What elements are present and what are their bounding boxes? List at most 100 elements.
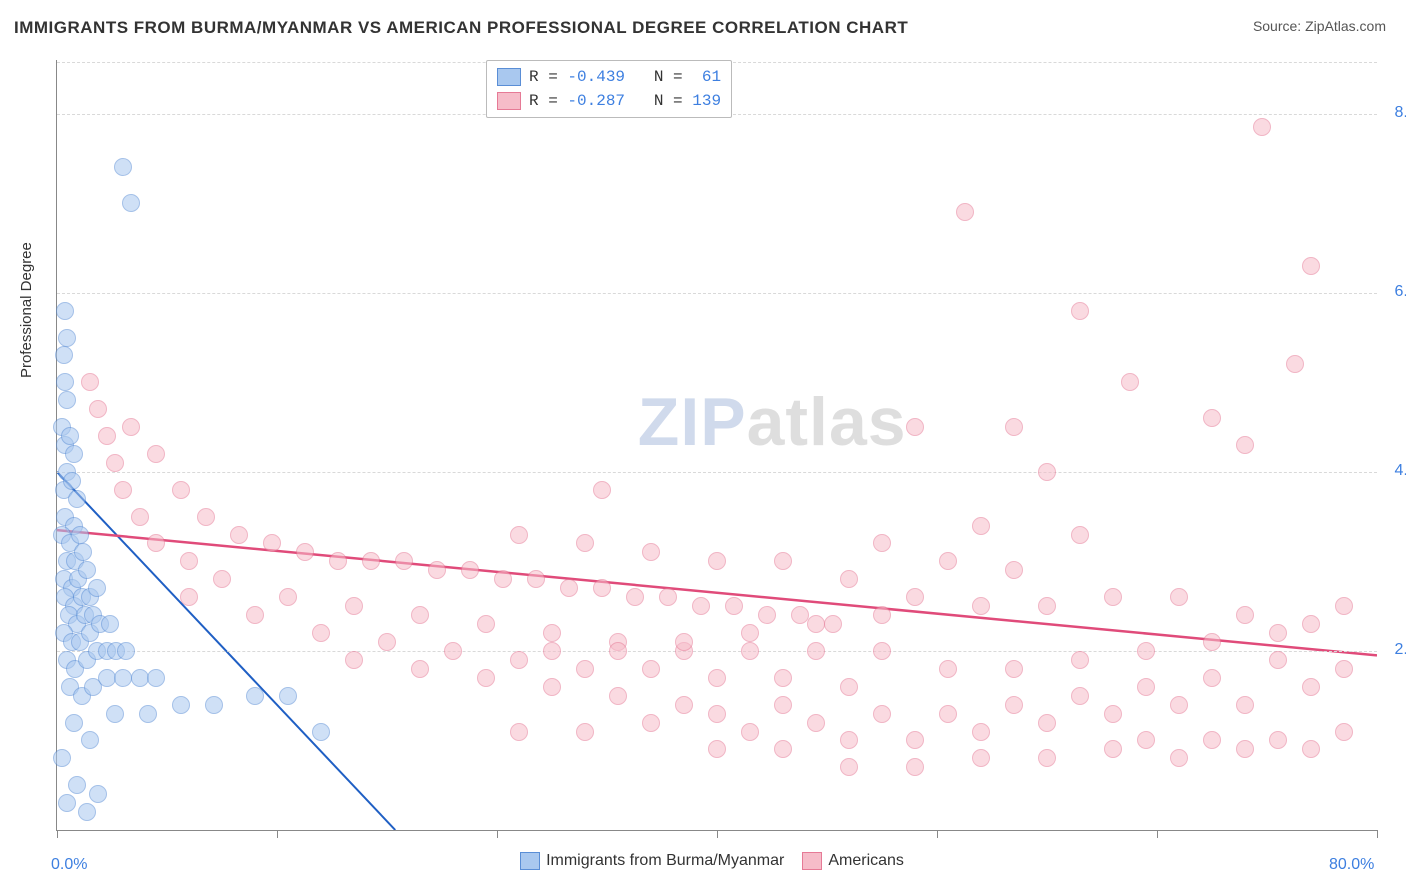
data-point[interactable] [1137,678,1155,696]
data-point[interactable] [708,705,726,723]
data-point[interactable] [510,651,528,669]
data-point[interactable] [296,543,314,561]
data-point[interactable] [807,642,825,660]
data-point[interactable] [411,660,429,678]
data-point[interactable] [172,481,190,499]
data-point[interactable] [1302,740,1320,758]
data-point[interactable] [106,705,124,723]
data-point[interactable] [1203,669,1221,687]
data-point[interactable] [1335,660,1353,678]
data-point[interactable] [1038,714,1056,732]
data-point[interactable] [642,714,660,732]
data-point[interactable] [675,696,693,714]
data-point[interactable] [312,723,330,741]
data-point[interactable] [1269,624,1287,642]
data-point[interactable] [213,570,231,588]
data-point[interactable] [1170,696,1188,714]
data-point[interactable] [395,552,413,570]
data-point[interactable] [1335,597,1353,615]
data-point[interactable] [1071,302,1089,320]
data-point[interactable] [1104,588,1122,606]
data-point[interactable] [58,391,76,409]
data-point[interactable] [593,481,611,499]
data-point[interactable] [56,302,74,320]
data-point[interactable] [461,561,479,579]
data-point[interactable] [494,570,512,588]
data-point[interactable] [708,669,726,687]
data-point[interactable] [906,731,924,749]
data-point[interactable] [807,714,825,732]
data-point[interactable] [411,606,429,624]
data-point[interactable] [1203,633,1221,651]
data-point[interactable] [378,633,396,651]
data-point[interactable] [1302,257,1320,275]
data-point[interactable] [106,454,124,472]
data-point[interactable] [906,588,924,606]
data-point[interactable] [939,660,957,678]
data-point[interactable] [576,723,594,741]
data-point[interactable] [147,534,165,552]
data-point[interactable] [114,158,132,176]
data-point[interactable] [263,534,281,552]
data-point[interactable] [329,552,347,570]
data-point[interactable] [576,660,594,678]
data-point[interactable] [1236,740,1254,758]
data-point[interactable] [117,642,135,660]
data-point[interactable] [172,696,190,714]
data-point[interactable] [774,552,792,570]
data-point[interactable] [659,588,677,606]
data-point[interactable] [543,642,561,660]
data-point[interactable] [1170,749,1188,767]
data-point[interactable] [78,561,96,579]
data-point[interactable] [81,373,99,391]
data-point[interactable] [708,740,726,758]
data-point[interactable] [180,552,198,570]
data-point[interactable] [774,696,792,714]
data-point[interactable] [807,615,825,633]
data-point[interactable] [205,696,223,714]
data-point[interactable] [131,508,149,526]
data-point[interactable] [774,740,792,758]
data-point[interactable] [1137,642,1155,660]
data-point[interactable] [873,534,891,552]
data-point[interactable] [197,508,215,526]
data-point[interactable] [939,552,957,570]
data-point[interactable] [972,517,990,535]
data-point[interactable] [1253,118,1271,136]
data-point[interactable] [1005,561,1023,579]
data-point[interactable] [1005,660,1023,678]
data-point[interactable] [61,427,79,445]
data-point[interactable] [642,543,660,561]
data-point[interactable] [609,687,627,705]
data-point[interactable] [56,373,74,391]
data-point[interactable] [576,534,594,552]
data-point[interactable] [1203,731,1221,749]
data-point[interactable] [101,615,119,633]
data-point[interactable] [708,552,726,570]
data-point[interactable] [65,445,83,463]
data-point[interactable] [1286,355,1304,373]
data-point[interactable] [444,642,462,660]
data-point[interactable] [1005,696,1023,714]
data-point[interactable] [362,552,380,570]
data-point[interactable] [477,615,495,633]
data-point[interactable] [345,651,363,669]
data-point[interactable] [840,758,858,776]
data-point[interactable] [53,749,71,767]
data-point[interactable] [279,687,297,705]
data-point[interactable] [74,543,92,561]
data-point[interactable] [873,642,891,660]
data-point[interactable] [1038,463,1056,481]
data-point[interactable] [1005,418,1023,436]
data-point[interactable] [1269,731,1287,749]
data-point[interactable] [593,579,611,597]
data-point[interactable] [122,194,140,212]
data-point[interactable] [510,526,528,544]
data-point[interactable] [873,705,891,723]
data-point[interactable] [180,588,198,606]
data-point[interactable] [906,418,924,436]
data-point[interactable] [692,597,710,615]
data-point[interactable] [774,669,792,687]
data-point[interactable] [88,579,106,597]
data-point[interactable] [1335,723,1353,741]
